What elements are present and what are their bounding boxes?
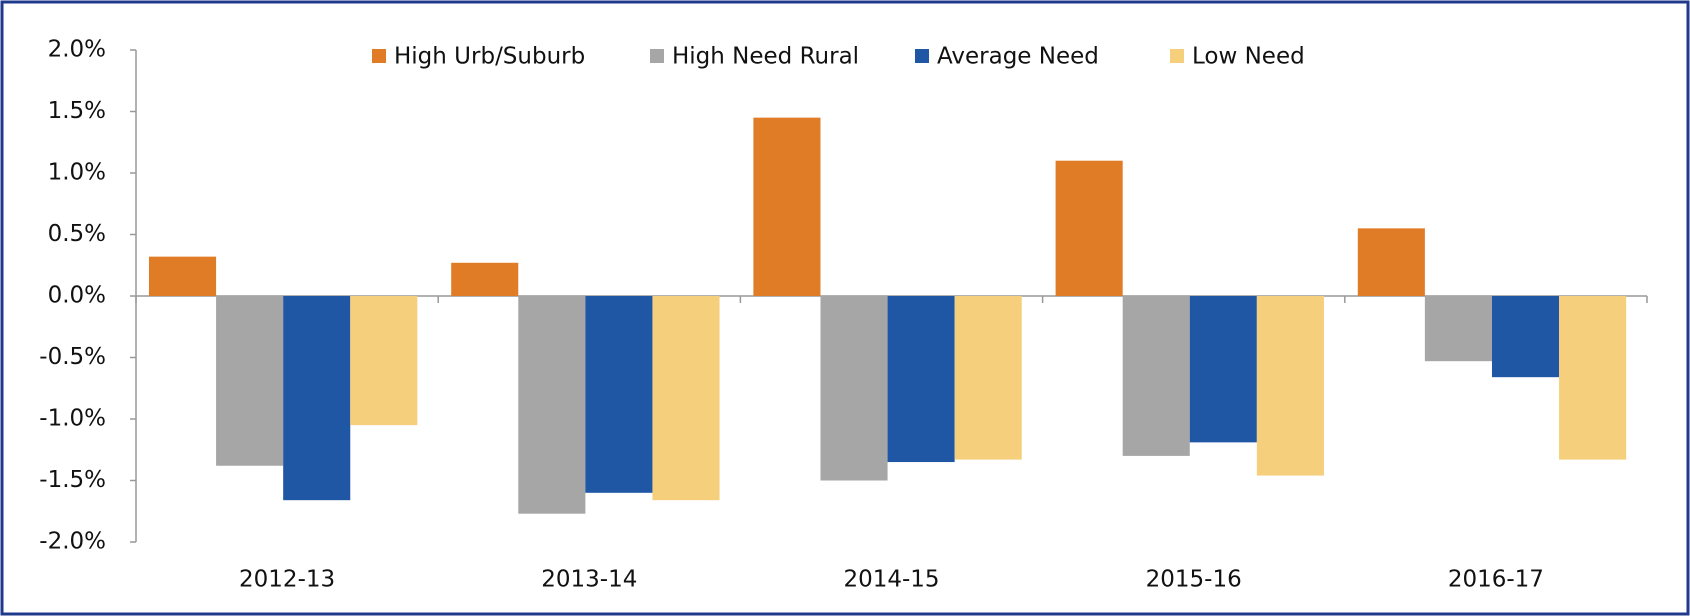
x-tick-label: 2013-14	[541, 567, 637, 593]
bar	[585, 296, 653, 493]
y-tick-label: 0.0%	[48, 283, 106, 309]
bar	[954, 296, 1022, 460]
bar	[887, 296, 955, 463]
legend-label: Low Need	[1192, 44, 1305, 70]
bar	[753, 117, 821, 297]
y-tick-label: -1.0%	[39, 406, 106, 432]
bar	[1357, 228, 1425, 296]
bar	[820, 296, 888, 481]
bar	[283, 296, 351, 501]
bar	[1256, 296, 1324, 476]
bar	[1189, 296, 1257, 443]
bar	[350, 296, 418, 426]
y-tick-label: 2.0%	[48, 37, 106, 63]
legend-swatch	[1170, 49, 1184, 63]
legend-swatch	[915, 49, 929, 63]
legend-swatch	[372, 49, 386, 63]
bar	[148, 256, 217, 296]
bar	[1559, 296, 1627, 460]
bar	[518, 296, 586, 514]
x-tick-label: 2016-17	[1448, 567, 1544, 593]
y-tick-label: 1.5%	[48, 98, 106, 124]
legend-label: Average Need	[937, 44, 1099, 70]
x-tick-label: 2014-15	[843, 567, 939, 593]
y-tick-label: -1.5%	[39, 467, 106, 493]
legend-label: High Need Rural	[672, 44, 859, 70]
bar	[1055, 160, 1123, 296]
bar	[1424, 296, 1492, 362]
legend-swatch	[650, 49, 664, 63]
bar	[652, 296, 720, 501]
y-tick-label: 1.0%	[48, 160, 106, 186]
bar	[1122, 296, 1190, 456]
bar	[216, 296, 284, 466]
x-tick-label: 2012-13	[239, 567, 335, 593]
bar	[451, 262, 519, 296]
y-tick-label: 0.5%	[48, 221, 106, 247]
y-tick-label: -0.5%	[39, 344, 106, 370]
bar	[1491, 296, 1560, 378]
x-tick-label: 2015-16	[1146, 567, 1242, 593]
legend-label: High Urb/Suburb	[394, 44, 585, 70]
y-tick-label: -2.0%	[39, 529, 106, 555]
